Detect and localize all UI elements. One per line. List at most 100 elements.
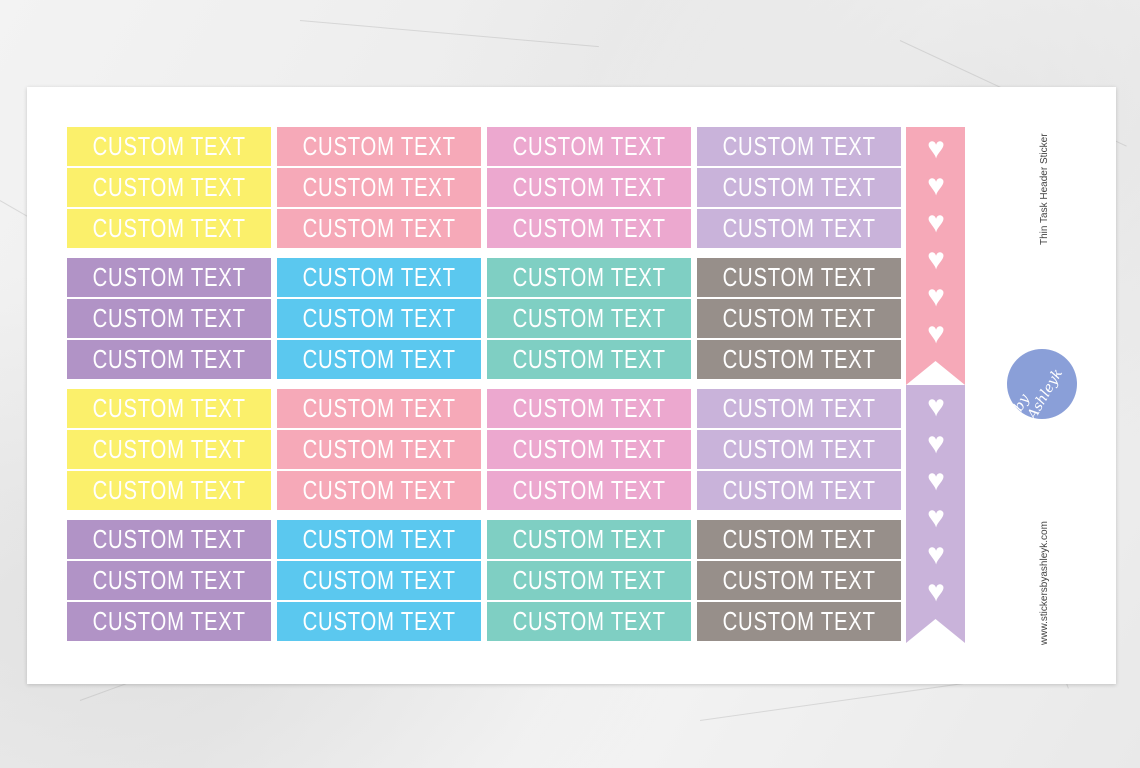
heart-icon: ♥ (927, 132, 945, 165)
sticker-label: CUSTOM TEXT (302, 434, 456, 464)
heart-icon: ♥ (927, 427, 945, 460)
sticker-label: CUSTOM TEXT (512, 172, 666, 202)
custom-text-sticker[interactable]: CUSTOM TEXT (67, 299, 271, 338)
sticker-label: CUSTOM TEXT (722, 524, 876, 554)
custom-text-sticker[interactable]: CUSTOM TEXT (67, 127, 271, 166)
sticker-label: CUSTOM TEXT (512, 213, 666, 243)
custom-text-sticker[interactable]: CUSTOM TEXT (277, 430, 481, 469)
heart-icon: ♥ (927, 317, 945, 350)
sticker-label: CUSTOM TEXT (92, 303, 246, 333)
custom-text-sticker[interactable]: CUSTOM TEXT (487, 127, 691, 166)
custom-text-sticker[interactable]: CUSTOM TEXT (277, 520, 481, 559)
sticker-label: CUSTOM TEXT (512, 131, 666, 161)
sticker-label: CUSTOM TEXT (92, 213, 246, 243)
sticker-label: CUSTOM TEXT (722, 565, 876, 595)
sticker-label: CUSTOM TEXT (302, 172, 456, 202)
custom-text-sticker[interactable]: CUSTOM TEXT (697, 520, 901, 559)
custom-text-sticker[interactable]: CUSTOM TEXT (67, 209, 271, 248)
custom-text-sticker[interactable]: CUSTOM TEXT (697, 602, 901, 641)
sticker-label: CUSTOM TEXT (512, 475, 666, 505)
custom-text-sticker[interactable]: CUSTOM TEXT (697, 127, 901, 166)
custom-text-sticker[interactable]: CUSTOM TEXT (697, 168, 901, 207)
custom-text-sticker[interactable]: CUSTOM TEXT (697, 389, 901, 428)
custom-text-sticker[interactable]: CUSTOM TEXT (277, 602, 481, 641)
heart-banner-lavender[interactable]: ♥ ♥ ♥ ♥ ♥ ♥ (906, 385, 965, 643)
sticker-label: CUSTOM TEXT (722, 606, 876, 636)
custom-text-sticker[interactable]: CUSTOM TEXT (487, 520, 691, 559)
sticker-label: CUSTOM TEXT (92, 393, 246, 423)
sticker-label: CUSTOM TEXT (512, 262, 666, 292)
custom-text-sticker[interactable]: CUSTOM TEXT (487, 258, 691, 297)
sticker-label: CUSTOM TEXT (302, 475, 456, 505)
custom-text-sticker[interactable]: CUSTOM TEXT (277, 127, 481, 166)
sticker-label: CUSTOM TEXT (92, 524, 246, 554)
custom-text-sticker[interactable]: CUSTOM TEXT (67, 258, 271, 297)
custom-text-sticker[interactable]: CUSTOM TEXT (277, 299, 481, 338)
custom-text-sticker[interactable]: CUSTOM TEXT (487, 561, 691, 600)
sticker-label: CUSTOM TEXT (92, 131, 246, 161)
heart-icon: ♥ (927, 501, 945, 534)
sheet-title: Thin Task Header Sticker (1039, 133, 1050, 245)
custom-text-sticker[interactable]: CUSTOM TEXT (697, 209, 901, 248)
custom-text-sticker[interactable]: CUSTOM TEXT (277, 389, 481, 428)
sticker-label: CUSTOM TEXT (512, 434, 666, 464)
custom-text-sticker[interactable]: CUSTOM TEXT (277, 258, 481, 297)
custom-text-sticker[interactable]: CUSTOM TEXT (277, 340, 481, 379)
sticker-label: CUSTOM TEXT (722, 172, 876, 202)
custom-text-sticker[interactable]: CUSTOM TEXT (697, 340, 901, 379)
sticker-label: CUSTOM TEXT (302, 303, 456, 333)
sticker-label: CUSTOM TEXT (512, 606, 666, 636)
sticker-label: CUSTOM TEXT (512, 303, 666, 333)
custom-text-sticker[interactable]: CUSTOM TEXT (487, 209, 691, 248)
heart-icon: ♥ (927, 243, 945, 276)
sticker-label: CUSTOM TEXT (92, 172, 246, 202)
custom-text-sticker[interactable]: CUSTOM TEXT (67, 340, 271, 379)
sticker-label: CUSTOM TEXT (722, 262, 876, 292)
sticker-label: CUSTOM TEXT (722, 303, 876, 333)
sticker-label: CUSTOM TEXT (512, 344, 666, 374)
sticker-label: CUSTOM TEXT (302, 565, 456, 595)
custom-text-sticker[interactable]: CUSTOM TEXT (697, 561, 901, 600)
custom-text-sticker[interactable]: CUSTOM TEXT (67, 430, 271, 469)
sticker-label: CUSTOM TEXT (92, 434, 246, 464)
heart-icon: ♥ (927, 538, 945, 571)
custom-text-sticker[interactable]: CUSTOM TEXT (277, 168, 481, 207)
custom-text-sticker[interactable]: CUSTOM TEXT (487, 168, 691, 207)
custom-text-sticker[interactable]: CUSTOM TEXT (67, 389, 271, 428)
custom-text-sticker[interactable]: CUSTOM TEXT (697, 471, 901, 510)
sticker-label: CUSTOM TEXT (722, 393, 876, 423)
custom-text-sticker[interactable]: CUSTOM TEXT (487, 299, 691, 338)
custom-text-sticker[interactable]: CUSTOM TEXT (277, 209, 481, 248)
custom-text-sticker[interactable]: CUSTOM TEXT (67, 471, 271, 510)
heart-icon: ♥ (927, 390, 945, 423)
custom-text-sticker[interactable]: CUSTOM TEXT (67, 520, 271, 559)
sticker-label: CUSTOM TEXT (302, 393, 456, 423)
custom-text-sticker[interactable]: CUSTOM TEXT (67, 168, 271, 207)
heart-icon: ♥ (927, 575, 945, 608)
website-text: www.stickersbyashleyk.com (1039, 521, 1050, 645)
sticker-label: CUSTOM TEXT (722, 344, 876, 374)
sticker-label: CUSTOM TEXT (92, 565, 246, 595)
custom-text-sticker[interactable]: CUSTOM TEXT (277, 561, 481, 600)
custom-text-sticker[interactable]: CUSTOM TEXT (697, 258, 901, 297)
sticker-label: CUSTOM TEXT (722, 131, 876, 161)
custom-text-sticker[interactable]: CUSTOM TEXT (487, 471, 691, 510)
custom-text-sticker[interactable]: CUSTOM TEXT (697, 299, 901, 338)
custom-text-sticker[interactable]: CUSTOM TEXT (487, 389, 691, 428)
sticker-label: CUSTOM TEXT (302, 262, 456, 292)
custom-text-sticker[interactable]: CUSTOM TEXT (67, 602, 271, 641)
sticker-label: CUSTOM TEXT (512, 524, 666, 554)
heart-icon: ♥ (927, 169, 945, 202)
custom-text-sticker[interactable]: CUSTOM TEXT (487, 430, 691, 469)
custom-text-sticker[interactable]: CUSTOM TEXT (67, 561, 271, 600)
brand-logo: by Ashleyk (1007, 349, 1077, 422)
custom-text-sticker[interactable]: CUSTOM TEXT (487, 340, 691, 379)
custom-text-sticker[interactable]: CUSTOM TEXT (487, 602, 691, 641)
heart-banner-pink[interactable]: ♥ ♥ ♥ ♥ ♥ ♥ (906, 127, 965, 385)
sticker-label: CUSTOM TEXT (92, 344, 246, 374)
sticker-label: CUSTOM TEXT (92, 606, 246, 636)
sticker-label: CUSTOM TEXT (722, 434, 876, 464)
custom-text-sticker[interactable]: CUSTOM TEXT (277, 471, 481, 510)
heart-icon: ♥ (927, 280, 945, 313)
custom-text-sticker[interactable]: CUSTOM TEXT (697, 430, 901, 469)
